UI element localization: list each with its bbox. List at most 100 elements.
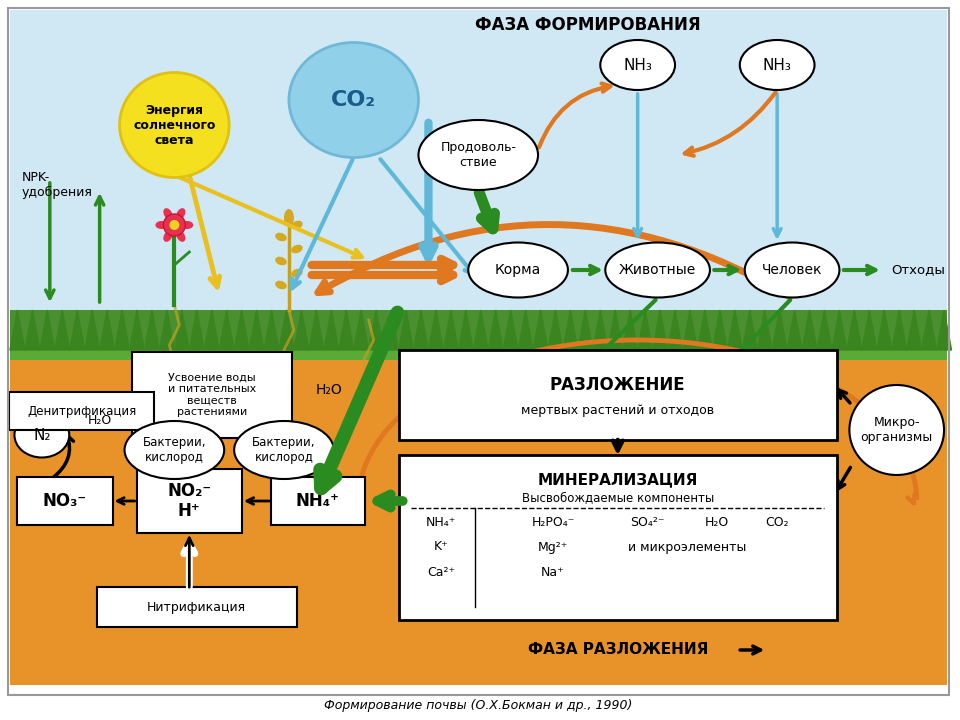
- Text: Бактерии,
кислород: Бактерии, кислород: [143, 436, 206, 464]
- Polygon shape: [593, 310, 608, 350]
- Polygon shape: [802, 310, 817, 350]
- Text: Животные: Животные: [619, 263, 696, 277]
- Ellipse shape: [291, 245, 302, 253]
- Polygon shape: [518, 310, 533, 350]
- Text: Микро-
организмы: Микро- организмы: [860, 416, 933, 444]
- Ellipse shape: [120, 73, 229, 178]
- Polygon shape: [683, 310, 698, 350]
- Text: Высвобождаемые компоненты: Высвобождаемые компоненты: [521, 492, 714, 505]
- FancyBboxPatch shape: [9, 392, 155, 430]
- Text: Денитрификация: Денитрификация: [27, 405, 136, 418]
- Ellipse shape: [289, 42, 419, 158]
- Ellipse shape: [291, 221, 302, 229]
- Polygon shape: [353, 310, 369, 350]
- Polygon shape: [189, 310, 204, 350]
- Text: H₂O: H₂O: [706, 516, 730, 529]
- Polygon shape: [70, 310, 84, 350]
- FancyBboxPatch shape: [132, 352, 292, 438]
- Polygon shape: [712, 310, 728, 350]
- Polygon shape: [84, 310, 100, 350]
- Ellipse shape: [468, 243, 568, 297]
- Ellipse shape: [606, 243, 709, 297]
- Polygon shape: [922, 310, 937, 350]
- Text: Корма: Корма: [495, 263, 541, 277]
- Polygon shape: [742, 310, 757, 350]
- Ellipse shape: [284, 209, 294, 227]
- Ellipse shape: [163, 214, 185, 236]
- Ellipse shape: [745, 243, 839, 297]
- Text: мертвых растений и отходов: мертвых растений и отходов: [521, 403, 714, 416]
- Text: N₂: N₂: [33, 428, 51, 443]
- Polygon shape: [309, 310, 324, 350]
- Ellipse shape: [740, 40, 814, 90]
- Polygon shape: [159, 310, 175, 350]
- Text: РАЗЛОЖЕНИЕ: РАЗЛОЖЕНИЕ: [550, 376, 685, 394]
- Text: SO₄²⁻: SO₄²⁻: [631, 516, 665, 529]
- Polygon shape: [473, 310, 489, 350]
- Ellipse shape: [291, 269, 302, 277]
- Polygon shape: [787, 310, 802, 350]
- Polygon shape: [667, 310, 683, 350]
- Ellipse shape: [276, 257, 287, 265]
- Polygon shape: [489, 310, 503, 350]
- Ellipse shape: [169, 220, 180, 230]
- Polygon shape: [817, 310, 832, 350]
- Polygon shape: [578, 310, 593, 350]
- Polygon shape: [279, 310, 294, 350]
- FancyBboxPatch shape: [97, 587, 297, 627]
- Polygon shape: [398, 310, 414, 350]
- Ellipse shape: [125, 421, 225, 479]
- Ellipse shape: [600, 40, 675, 90]
- Ellipse shape: [163, 208, 173, 220]
- Polygon shape: [458, 310, 473, 350]
- Text: Энергия
солнечного
света: Энергия солнечного света: [133, 104, 216, 146]
- Text: NH₃: NH₃: [762, 58, 792, 73]
- Text: Человек: Человек: [762, 263, 823, 277]
- Polygon shape: [249, 310, 264, 350]
- Ellipse shape: [276, 281, 287, 289]
- Polygon shape: [906, 310, 922, 350]
- Text: Na⁺: Na⁺: [541, 565, 564, 578]
- Ellipse shape: [14, 413, 69, 457]
- Text: NH₄⁺: NH₄⁺: [426, 516, 457, 529]
- Text: NH₃: NH₃: [623, 58, 652, 73]
- Text: NH₄⁺: NH₄⁺: [296, 492, 340, 510]
- Text: H₂O: H₂O: [87, 413, 111, 426]
- FancyBboxPatch shape: [398, 350, 837, 440]
- Text: CO₂: CO₂: [765, 516, 789, 529]
- Ellipse shape: [181, 221, 193, 229]
- Polygon shape: [623, 310, 637, 350]
- Polygon shape: [100, 310, 114, 350]
- Polygon shape: [892, 310, 906, 350]
- Ellipse shape: [276, 233, 287, 241]
- Text: МИНЕРАЛИЗАЦИЯ: МИНЕРАЛИЗАЦИЯ: [538, 472, 698, 487]
- Polygon shape: [876, 310, 892, 350]
- Polygon shape: [444, 310, 458, 350]
- Text: K⁺: K⁺: [434, 541, 448, 554]
- Text: Отходы: Отходы: [892, 264, 946, 276]
- Polygon shape: [40, 310, 55, 350]
- Text: Продоволь-
ствие: Продоволь- ствие: [441, 141, 516, 169]
- Polygon shape: [428, 310, 444, 350]
- Ellipse shape: [156, 221, 167, 229]
- Polygon shape: [698, 310, 712, 350]
- Text: Бактерии,
кислород: Бактерии, кислород: [252, 436, 316, 464]
- Polygon shape: [175, 310, 189, 350]
- Polygon shape: [130, 310, 144, 350]
- Bar: [10, 340, 947, 685]
- Text: ФАЗА ФОРМИРОВАНИЯ: ФАЗА ФОРМИРОВАНИЯ: [475, 16, 701, 34]
- Text: ФАЗА РАЗЛОЖЕНИЯ: ФАЗА РАЗЛОЖЕНИЯ: [528, 642, 708, 657]
- Polygon shape: [369, 310, 384, 350]
- Polygon shape: [25, 310, 40, 350]
- Text: Mg²⁺: Mg²⁺: [538, 541, 568, 554]
- Polygon shape: [563, 310, 578, 350]
- Polygon shape: [144, 310, 159, 350]
- Ellipse shape: [419, 120, 538, 190]
- Text: и микроэлементы: и микроэлементы: [628, 541, 747, 554]
- Ellipse shape: [234, 421, 334, 479]
- FancyBboxPatch shape: [136, 469, 242, 533]
- Polygon shape: [264, 310, 279, 350]
- Text: NPK-
удобрения: NPK- удобрения: [22, 171, 93, 199]
- Polygon shape: [384, 310, 398, 350]
- Polygon shape: [234, 310, 249, 350]
